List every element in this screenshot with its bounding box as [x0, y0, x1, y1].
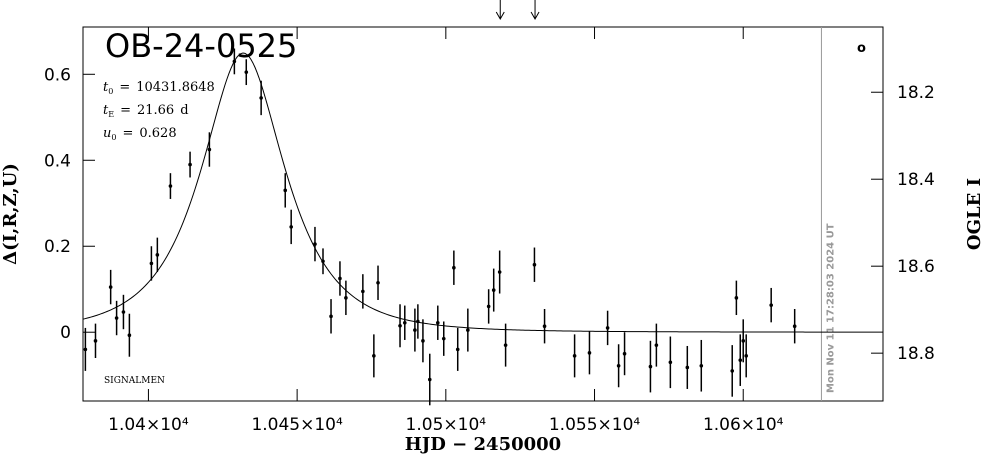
x-tick-label: 1.06×10⁴	[703, 415, 784, 435]
data-point	[313, 242, 317, 246]
data-point	[83, 347, 88, 352]
parameter-subscript: E	[108, 110, 114, 119]
parameter: t0 = 10431.8648	[103, 80, 215, 96]
data-point	[435, 320, 440, 325]
parameter-subscript: 0	[111, 133, 116, 142]
data-point	[441, 336, 446, 341]
parameter-eq: =	[119, 80, 130, 95]
data-point	[685, 365, 690, 370]
data-point	[344, 296, 348, 300]
data-point	[338, 276, 342, 281]
data-point	[532, 262, 537, 267]
y2-axis-label: OGLE I	[964, 178, 985, 250]
arrow	[495, 0, 505, 21]
data-point	[622, 351, 627, 356]
source-label: SIGNALMEN	[104, 376, 165, 386]
data-point	[744, 354, 748, 358]
parameter-subscript: 0	[108, 87, 113, 96]
data-point	[455, 347, 460, 352]
data-point	[127, 333, 132, 338]
data-point	[503, 343, 508, 347]
data-point	[372, 354, 376, 358]
y-tick-label: 0.4	[44, 151, 71, 171]
data-point	[93, 339, 98, 343]
chart-title: OB-24-0525	[105, 27, 297, 65]
data-point	[486, 304, 491, 309]
x-axis-label: HJD − 2450000	[405, 434, 561, 455]
data-point	[792, 324, 797, 329]
corner-mark: o	[857, 41, 866, 56]
parameter: tE = 21.66 d	[103, 103, 189, 119]
data-point	[491, 288, 496, 292]
parameter-name: u	[103, 126, 111, 141]
y-tick-label: 0	[60, 323, 71, 343]
data-point	[413, 328, 417, 332]
data-point	[398, 323, 402, 328]
parameter-eq: =	[120, 103, 131, 118]
data-point	[283, 188, 288, 193]
parameter-name: t	[103, 80, 109, 95]
data-point	[114, 316, 119, 320]
parameter-value: 21.66	[137, 103, 174, 118]
parameter: u0 = 0.628	[103, 126, 177, 142]
data-point	[289, 225, 293, 229]
data-point	[402, 320, 407, 325]
data-point	[738, 358, 743, 362]
parameter-name: t	[103, 103, 109, 118]
data-point	[168, 184, 173, 188]
data-point	[730, 369, 735, 373]
data-point	[587, 351, 592, 355]
data-point	[699, 363, 704, 368]
data-point	[329, 314, 333, 319]
y-axis-label: Δ(I,R,Z,U)	[0, 163, 21, 265]
x-tick-label: 1.05×10⁴	[406, 415, 487, 435]
y2-tick-label: 18.4	[897, 170, 935, 190]
parameter-value: 10431.8648	[136, 80, 215, 95]
data-point	[121, 310, 126, 314]
data-point	[668, 360, 673, 365]
data-point	[452, 265, 456, 270]
data-point	[466, 328, 470, 332]
data-point	[244, 70, 249, 74]
data-point	[616, 363, 621, 368]
x-tick-label: 1.055×10⁴	[549, 415, 641, 435]
model-curve	[82, 52, 883, 333]
data-point	[542, 324, 547, 329]
y2-tick-label: 18.8	[897, 344, 935, 364]
arrow	[530, 0, 540, 21]
y-tick-label: 0.2	[44, 237, 71, 257]
data-point	[361, 289, 365, 294]
data-point	[207, 147, 212, 152]
data-point	[108, 285, 113, 289]
plot-frame	[82, 26, 884, 402]
data-point	[605, 326, 610, 330]
parameter-eq: =	[122, 126, 133, 141]
data-point	[421, 339, 425, 343]
data-point	[259, 96, 263, 100]
data-point	[769, 303, 773, 307]
data-point	[321, 259, 325, 264]
data-point	[497, 270, 502, 274]
x-tick-label: 1.04×10⁴	[108, 415, 189, 435]
data-point	[741, 339, 746, 343]
data-point	[416, 319, 420, 324]
timestamp: Mon Nov 11 17:28:03 2024 UT	[825, 223, 836, 393]
data-point	[572, 354, 577, 358]
data-point	[654, 343, 659, 347]
y2-tick-label: 18.6	[897, 257, 935, 277]
x-tick-label: 1.045×10⁴	[251, 415, 343, 435]
data-point	[734, 296, 739, 300]
y-tick-label: 0.6	[44, 65, 71, 85]
data-point	[155, 253, 160, 257]
data-point	[648, 364, 653, 369]
y2-tick-label: 18.2	[897, 83, 935, 103]
parameter-unit: d	[180, 103, 188, 118]
data-point	[427, 377, 432, 382]
data-point	[376, 280, 380, 285]
data-point	[188, 162, 192, 167]
data-point	[232, 59, 237, 64]
data-point	[149, 261, 154, 266]
parameter-value: 0.628	[139, 126, 176, 141]
